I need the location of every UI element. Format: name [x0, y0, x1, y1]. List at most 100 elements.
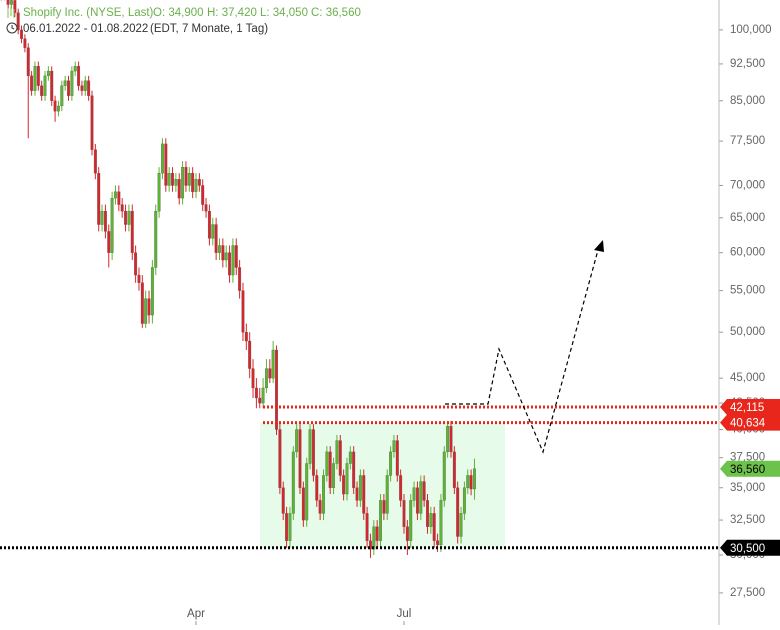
candle-body: [432, 513, 436, 541]
candle-body: [469, 475, 473, 490]
legend-icon: [7, 6, 15, 18]
candle-body: [80, 85, 84, 91]
price-tag-label: 40,634: [730, 418, 766, 430]
y-tick-label: 37,500: [730, 452, 765, 464]
candle-body: [43, 75, 47, 96]
candle-body: [110, 197, 114, 253]
price-tag: [720, 460, 780, 477]
candle-body: [409, 500, 413, 541]
candle-body: [295, 429, 299, 453]
candle-body: [137, 274, 141, 283]
candle-body: [13, 0, 17, 13]
candle-body: [10, 0, 13, 5]
candle-body: [93, 149, 97, 174]
candle-body: [405, 526, 409, 541]
y-tick-label: 45,000: [730, 372, 765, 384]
candle-body: [127, 210, 131, 225]
candle-body: [335, 440, 339, 464]
price-tag: [720, 414, 780, 431]
candle-body: [462, 487, 466, 514]
candle-body: [197, 179, 201, 186]
price-tag-label: 36,560: [730, 464, 765, 476]
candle-body: [355, 487, 359, 501]
candle-body: [26, 47, 30, 77]
candle-body: [288, 513, 292, 541]
price-tag-label: 30,500: [730, 543, 765, 555]
chart-title: Shopify Inc. (NYSE, Last): [23, 7, 154, 19]
y-tick-label: 85,000: [730, 95, 765, 107]
candle-body: [174, 179, 178, 186]
candle-body: [275, 349, 278, 430]
candle-body: [70, 70, 74, 96]
candle-body: [342, 475, 346, 495]
candle-body: [412, 487, 416, 501]
x-tick-label: Apr: [187, 608, 205, 620]
candle-body: [224, 252, 228, 261]
candle-body: [251, 368, 255, 389]
candle-body: [369, 540, 372, 550]
y-tick-label: 32,500: [730, 514, 765, 526]
candle-body: [36, 66, 40, 86]
candle-body: [395, 440, 399, 476]
ohlc-label: H: 37,420: [207, 7, 257, 19]
candle-body: [305, 463, 309, 521]
y-tick-label: 70,000: [730, 179, 765, 191]
candle-body: [459, 513, 463, 537]
candle-body: [234, 245, 238, 268]
candle-body: [318, 500, 322, 514]
candle-body: [473, 468, 476, 490]
candle-body: [214, 224, 218, 253]
candle-body: [291, 451, 295, 514]
candle-body: [167, 173, 171, 186]
candle-body: [211, 224, 215, 239]
candle-body: [134, 252, 138, 276]
candle-body: [352, 451, 356, 488]
candle-body: [254, 387, 258, 399]
candle-body: [452, 451, 456, 488]
candle-body: [177, 179, 181, 199]
candle-body: [221, 245, 225, 261]
candle-body: [389, 451, 393, 476]
projection-arrow: [445, 249, 599, 454]
candle-body: [30, 75, 34, 91]
candle-body: [311, 429, 315, 476]
candle-body: [442, 451, 446, 501]
y-tick-label: 55,000: [730, 285, 765, 297]
candle-body: [308, 429, 312, 464]
candle-body: [16, 12, 20, 31]
candle-body: [265, 368, 268, 389]
candle-body: [157, 173, 161, 212]
candle-body: [97, 173, 101, 225]
y-tick-label: 92,500: [730, 58, 765, 70]
candle-body: [33, 66, 37, 91]
y-tick-label: 100,000: [730, 24, 772, 36]
candle-body: [90, 95, 94, 150]
candle-body: [114, 191, 117, 199]
candle-body: [83, 80, 87, 91]
candle-body: [147, 298, 151, 316]
candle-body: [268, 368, 272, 379]
ohlc-label: L: 34,050: [260, 7, 308, 19]
candle-body: [449, 426, 453, 453]
candle-body: [402, 500, 406, 527]
candle-body: [23, 38, 27, 48]
candle-body: [456, 487, 460, 537]
candle-body: [415, 487, 419, 514]
candle-body: [466, 475, 470, 488]
candle-body: [258, 397, 262, 404]
candle-body: [201, 185, 205, 205]
candle-body: [446, 426, 450, 453]
candle-body: [439, 500, 443, 546]
level-layer: 42,115 40,634 36,560 30,500: [0, 399, 780, 556]
candle-body: [385, 475, 389, 514]
candle-body: [231, 245, 235, 276]
candle-body: [248, 340, 252, 369]
y-tick-label: 50,000: [730, 326, 765, 338]
candle-body: [379, 500, 382, 541]
price-tag: [720, 539, 780, 556]
candle-body: [207, 210, 211, 239]
candle-body: [124, 210, 127, 225]
y-tick-label: 27,500: [730, 587, 765, 599]
candle-body: [87, 80, 91, 96]
candle-body: [46, 70, 50, 77]
